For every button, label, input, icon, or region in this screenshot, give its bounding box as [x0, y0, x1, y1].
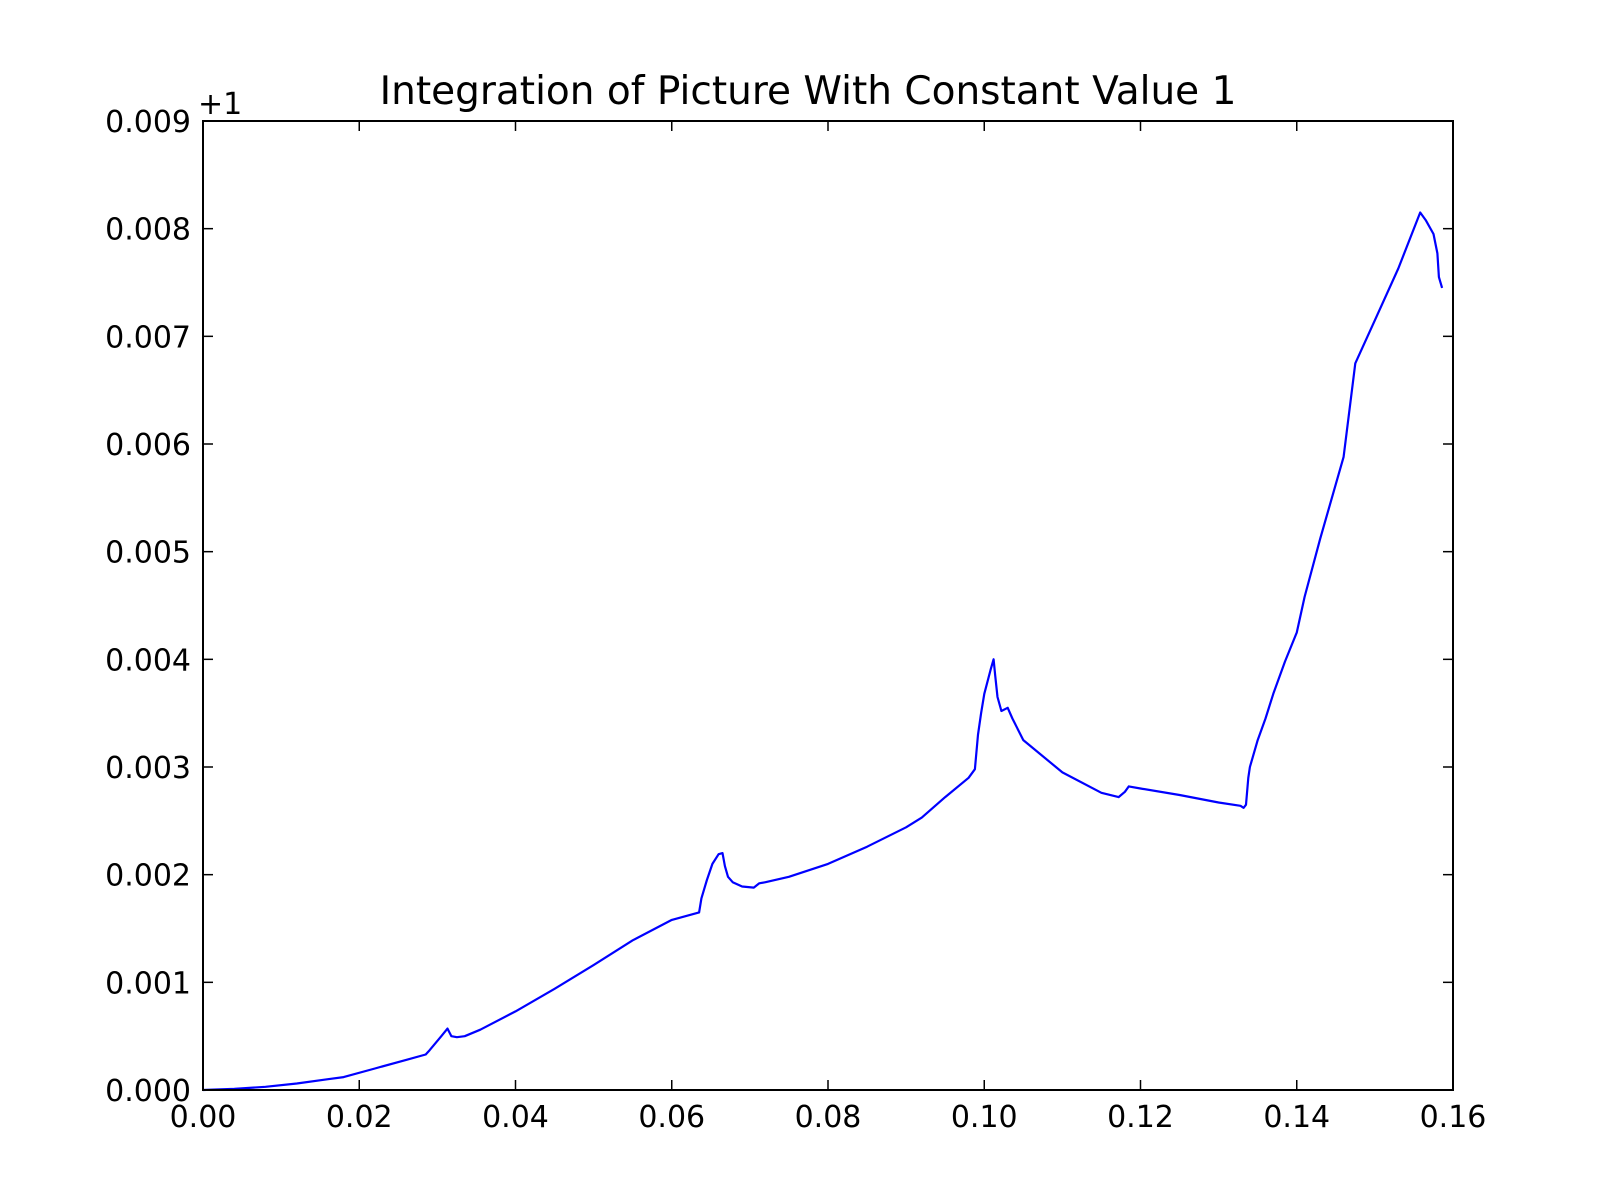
x-tick-label: 0.06: [638, 1100, 705, 1135]
y-tick-label: 0.008: [105, 213, 191, 248]
y-tick-label: 0.002: [105, 859, 191, 894]
y-tick-label: 0.004: [105, 643, 191, 678]
x-tick-label: 0.10: [951, 1100, 1018, 1135]
x-tick-label: 0.08: [795, 1100, 862, 1135]
x-tick-label: 0.02: [326, 1100, 393, 1135]
data-line: [202, 211, 1444, 1092]
y-tick-label: 0.009: [105, 105, 191, 140]
y-tick-label: 0.007: [105, 320, 191, 355]
plot-frame: [202, 120, 1454, 1091]
chart-title: Integration of Picture With Constant Val…: [380, 69, 1237, 114]
y-tick-label: 0.003: [105, 751, 191, 786]
x-tick-label: 0.12: [1107, 1100, 1174, 1135]
y-tick-label: 0.005: [105, 536, 191, 571]
y-axis-offset-label: +1: [198, 87, 242, 122]
y-tick-label: 0.001: [105, 966, 191, 1001]
x-tick-label: 0.14: [1263, 1100, 1330, 1135]
y-tick-label: 0.006: [105, 428, 191, 463]
x-tick-label: 0.00: [170, 1100, 237, 1135]
x-tick-label: 0.04: [482, 1100, 549, 1135]
x-tick-label: 0.16: [1420, 1100, 1487, 1135]
y-axis: 0.000 0.001 0.002 0.003 0.004 0.005 0.006 0.007…: [105, 105, 1453, 1109]
y-tick-label: 0.000: [105, 1074, 191, 1109]
x-axis: 0.00 0.02 0.04 0.06 0.08 0.10 0.12 0.14 0.16: [170, 121, 1487, 1135]
